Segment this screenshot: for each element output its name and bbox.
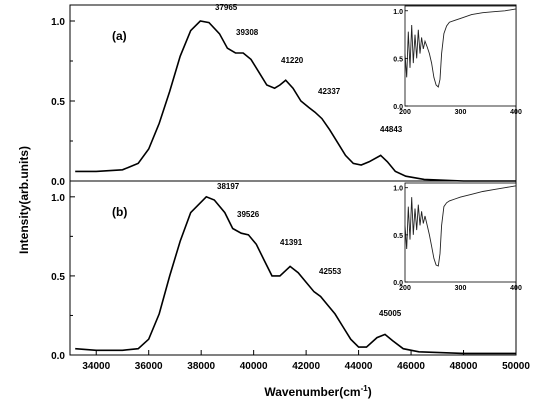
inset-spectrum-line <box>404 8 517 88</box>
x-tick-label: 48000 <box>450 361 478 372</box>
panel-a-inset: 200 300 400 0.0 0.5 1.0 <box>393 5 522 116</box>
inset-y-tick-label: 1.0 <box>393 186 403 193</box>
x-tick-label: 38000 <box>187 361 215 372</box>
panel-b-spectrum-line <box>75 195 516 355</box>
panel-b-y-ticks: 0.0 0.5 1.0 <box>51 193 75 362</box>
peak-label: 45005 <box>379 309 402 318</box>
inset-spectrum-line <box>404 185 517 267</box>
peak-label: 37965 <box>215 3 238 12</box>
x-tick-label: 46000 <box>397 361 425 372</box>
inset-frame <box>404 182 517 283</box>
x-tick-label: 42000 <box>292 361 320 372</box>
x-axis-title-superscript: -1 <box>361 384 369 393</box>
inset-x-tick-label: 200 <box>399 109 411 116</box>
y-tick-label: 1.0 <box>51 193 65 204</box>
inset-y-tick-label: 0.0 <box>393 280 403 287</box>
peak-label: 41220 <box>281 56 304 65</box>
panel-b-label: (b) <box>112 205 127 219</box>
y-tick-label: 0.5 <box>51 272 65 283</box>
x-axis-title-close: ) <box>368 385 372 399</box>
x-tick-label: 34000 <box>82 361 110 372</box>
x-axis-title: Wavenumber(cm-1) <box>264 384 371 399</box>
panel-b-peak-labels: 38197 39526 41391 42553 45005 <box>217 182 402 318</box>
x-tick-label: 40000 <box>240 361 268 372</box>
panel-a-peak-labels: 37965 39308 41220 42337 44843 <box>215 3 403 134</box>
inset-y-tick-label: 0.5 <box>393 233 403 240</box>
panel-b: 0.0 0.5 1.0 34000 36000 38000 40000 42000 44000… <box>51 180 530 372</box>
peak-label: 39526 <box>237 210 260 219</box>
y-axis-title: Intensity(arb.units) <box>17 146 31 254</box>
inset-frame <box>404 5 517 107</box>
peak-label: 39308 <box>236 28 259 37</box>
inset-y-tick-label: 0.5 <box>393 56 403 63</box>
inset-y-tick-label: 1.0 <box>393 9 403 16</box>
inset-x-tick-label: 300 <box>455 285 467 292</box>
inset-x-tick-label: 300 <box>455 109 467 116</box>
panel-a: 0.00.51.0 (a) 3796539308412204233744843 … <box>51 3 522 188</box>
panel-a-spectrum-line <box>75 20 516 182</box>
inset-x-tick-label: 200 <box>399 285 411 292</box>
panel-b-inset: 200 300 400 0.0 0.5 1.0 <box>393 182 522 292</box>
inset-x-tick-label: 400 <box>510 285 522 292</box>
x-tick-label: 50000 <box>502 361 530 372</box>
x-tick-label: 44000 <box>345 361 373 372</box>
panel-b-x-ticks: 34000 36000 38000 40000 42000 44000 46000 48000… <box>82 350 530 372</box>
y-tick-label: 0.0 <box>51 177 65 188</box>
peak-label: 42337 <box>318 87 341 96</box>
inset-y-tick-label: 0.0 <box>393 104 403 111</box>
peak-label: 42553 <box>319 267 342 276</box>
y-tick-label: 0.0 <box>51 351 65 362</box>
peak-label: 44843 <box>380 125 403 134</box>
peak-label: 38197 <box>217 182 240 191</box>
y-tick-label: 1.0 <box>51 17 65 28</box>
x-tick-label: 36000 <box>135 361 163 372</box>
panel-a-label: (a) <box>112 29 127 43</box>
y-tick-label: 0.5 <box>51 97 65 108</box>
x-axis-title-main: Wavenumber(cm <box>264 385 360 399</box>
peak-label: 41391 <box>280 238 303 247</box>
inset-x-tick-label: 400 <box>510 109 522 116</box>
